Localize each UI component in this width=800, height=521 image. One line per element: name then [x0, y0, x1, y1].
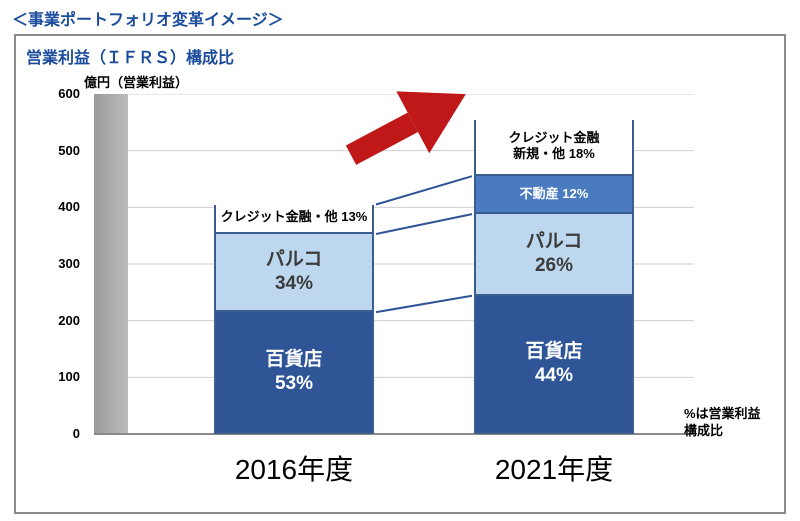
bar-segment: クレジット金融新規・他 18% — [476, 118, 632, 175]
y-tick-label: 200 — [40, 313, 80, 328]
bar-segment: 百貨店44% — [476, 294, 632, 432]
x-label-fy2016: 2016年度 — [194, 448, 394, 488]
bar-fy2016: 百貨店53%パルコ34%クレジット金融・他 13% — [214, 205, 374, 435]
chart-frame: 営業利益（ＩＦＲＳ）構成比 億円（営業利益） 百貨店53%パルコ34%クレジット… — [14, 34, 786, 514]
segment-pct: 34% — [275, 272, 313, 296]
y-tick-label: 0 — [40, 426, 80, 441]
segment-pct: 53% — [275, 372, 313, 396]
x-label-fy2021: 2021年度 — [454, 448, 654, 488]
y-tick-label: 400 — [40, 199, 80, 214]
bar-segment: クレジット金融・他 13% — [216, 203, 372, 232]
plot-side-wall — [94, 94, 128, 434]
segment-pct: 26% — [535, 254, 573, 278]
bar-segment: 百貨店53% — [216, 310, 372, 432]
segment-pct: 44% — [535, 364, 573, 388]
bar-segment: パルコ34% — [216, 232, 372, 310]
segment-label: 百貨店 — [265, 348, 322, 372]
segment-label: パルコ — [526, 230, 583, 254]
bar-segment: 不動産 12% — [476, 174, 632, 212]
bar-fy2021: 百貨店44%パルコ26%不動産 12%クレジット金融新規・他 18% — [474, 120, 634, 435]
plot-area: 百貨店53%パルコ34%クレジット金融・他 13% 百貨店44%パルコ26%不動… — [94, 94, 694, 434]
footnote-line1: %は営業利益 — [684, 406, 761, 421]
segment-label: パルコ — [266, 248, 323, 272]
y-tick-label: 600 — [40, 86, 80, 101]
bar-segment: パルコ26% — [476, 212, 632, 294]
growth-arrow-icon — [324, 72, 484, 182]
y-tick-label: 300 — [40, 256, 80, 271]
y-tick-label: 100 — [40, 369, 80, 384]
footnote-line2: 構成比 — [684, 423, 723, 438]
page-title: ＜事業ポートフォリオ変革イメージ＞ — [0, 0, 800, 36]
y-tick-label: 500 — [40, 143, 80, 158]
footnote: %は営業利益 構成比 — [684, 406, 784, 440]
segment-label: 百貨店 — [525, 340, 582, 364]
segment-label: 新規・他 18% — [513, 146, 595, 162]
chart-title: 営業利益（ＩＦＲＳ）構成比 — [26, 44, 234, 68]
segment-label: クレジット金融 — [508, 130, 599, 146]
y-unit-label: 億円（営業利益） — [84, 72, 188, 91]
segment-label: 不動産 12% — [520, 186, 589, 202]
segment-label: クレジット金融・他 13% — [221, 209, 368, 225]
